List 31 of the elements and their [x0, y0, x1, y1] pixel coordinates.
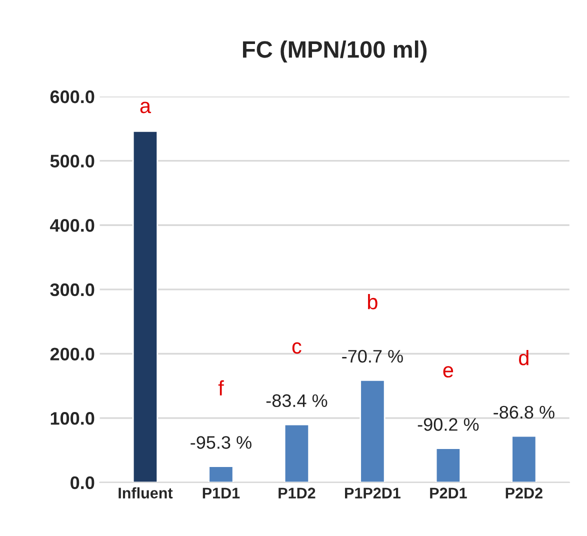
x-tick-label: P2D1 — [430, 488, 467, 498]
bar — [511, 435, 537, 482]
y-tick-label: 200.0 — [50, 348, 94, 360]
annotation: -95.3 % — [190, 436, 252, 449]
annotation: a — [140, 102, 152, 114]
chart-title: FC (MPN/100 ml) — [243, 40, 427, 62]
annotation: -90.2 % — [418, 418, 479, 431]
x-tick-label: P1D1 — [202, 488, 240, 498]
annotation: -83.4 % — [266, 394, 328, 408]
y-tick-label: 500.0 — [50, 154, 94, 168]
bar — [435, 448, 462, 482]
y-tick-label: 400.0 — [50, 219, 94, 232]
annotation: d — [519, 350, 528, 366]
bar — [284, 424, 310, 482]
y-tick-label: 0.0 — [70, 476, 94, 490]
annotation: -70.7 % — [342, 350, 403, 363]
y-tick-label: 300.0 — [50, 283, 94, 296]
x-tick-label: P2D2 — [506, 488, 542, 498]
bar — [208, 466, 234, 482]
x-tick-label: Influent — [118, 487, 173, 498]
annotation: c — [292, 342, 302, 354]
y-tick-label: 100.0 — [50, 412, 94, 425]
annotation: b — [368, 294, 378, 310]
bar — [360, 379, 386, 482]
annotation: f — [218, 380, 224, 396]
y-tick-label: 600.0 — [50, 90, 94, 104]
x-tick-label: P1P2D1 — [345, 488, 400, 498]
annotation: e — [443, 366, 454, 378]
annotation: -86.8 % — [494, 406, 554, 419]
x-tick-label: P1D2 — [278, 488, 316, 498]
bar — [132, 130, 158, 482]
